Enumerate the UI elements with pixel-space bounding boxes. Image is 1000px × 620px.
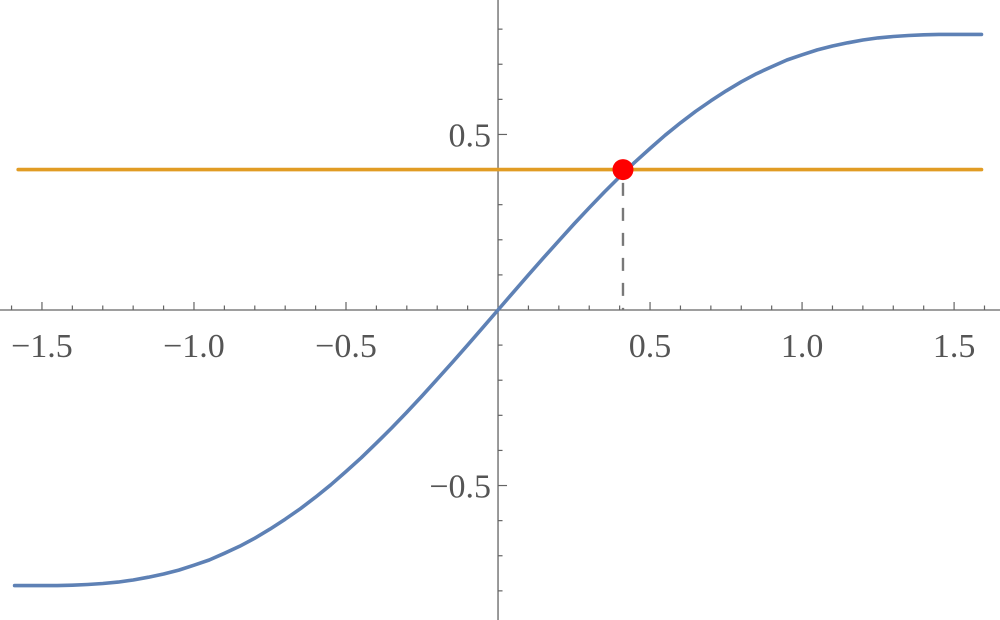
x-tick-label: 0.5 [629,328,672,365]
sigmoid-curve [12,32,984,588]
x-tick-label: −1.0 [163,328,225,365]
x-tick-label: −1.5 [11,328,73,365]
y-tick-label: 0.5 [449,117,492,154]
y-tick-label: −0.5 [429,469,491,506]
x-tick-label: 1.0 [781,328,824,365]
x-tick-label: 1.5 [933,328,976,365]
x-tick-label: −0.5 [315,328,377,365]
intersection-dot [612,159,634,181]
